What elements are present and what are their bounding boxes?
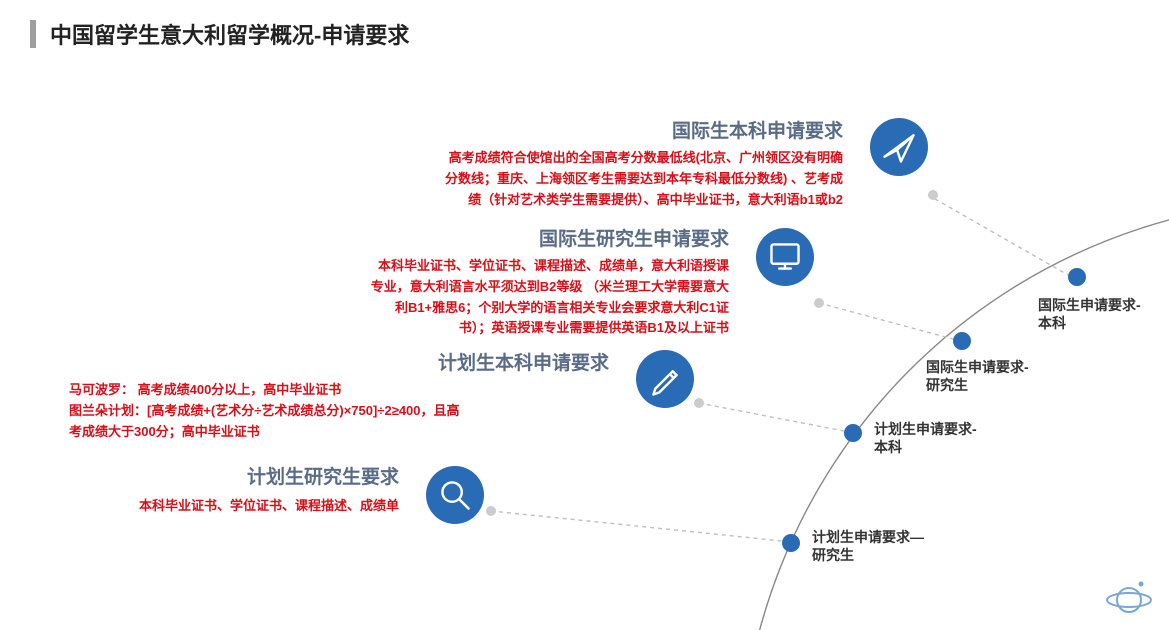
item-heading: 国际生研究生申请要求 xyxy=(539,224,729,251)
item-heading: 计划生研究生要求 xyxy=(247,462,399,489)
item-heading: 计划生本科申请要求 xyxy=(438,348,609,375)
arc-node-label: 计划生申请要求—研究生 xyxy=(812,528,932,564)
arc-node xyxy=(1068,268,1086,286)
item-icon-monitor xyxy=(756,228,814,286)
item-icon-pencil xyxy=(636,350,694,408)
item-icon-search xyxy=(426,466,484,524)
connector-dot xyxy=(694,398,704,408)
arc-node xyxy=(844,424,862,442)
arc-node xyxy=(953,332,971,350)
arc-node-label: 国际生申请要求-研究生 xyxy=(926,358,1036,394)
arc-node xyxy=(782,534,800,552)
connector-dot xyxy=(486,506,496,516)
planet-icon xyxy=(1105,578,1153,618)
item-desc: 高考成绩符合使馆出的全国高考分数最低线(北京、广州领区没有明确分数线；重庆、上海… xyxy=(443,148,843,210)
item-desc: 本科毕业证书、学位证书、课程描述、成绩单 xyxy=(0,496,399,517)
arc-node-label: 计划生申请要求-本科 xyxy=(874,420,984,456)
connector-dot xyxy=(814,298,824,308)
connector-dot xyxy=(928,190,938,200)
item-desc: 马可波罗： 高考成绩400分以上，高中毕业证书 图兰朵计划：[高考成绩+(艺术分… xyxy=(69,380,469,442)
item-heading: 国际生本科申请要求 xyxy=(672,116,843,143)
item-desc: 本科毕业证书、学位证书、课程描述、成绩单，意大利语授课专业，意大利语言水平须达到… xyxy=(369,256,729,339)
arc-node-label: 国际生申请要求-本科 xyxy=(1038,296,1148,332)
item-icon-plane xyxy=(870,118,928,176)
